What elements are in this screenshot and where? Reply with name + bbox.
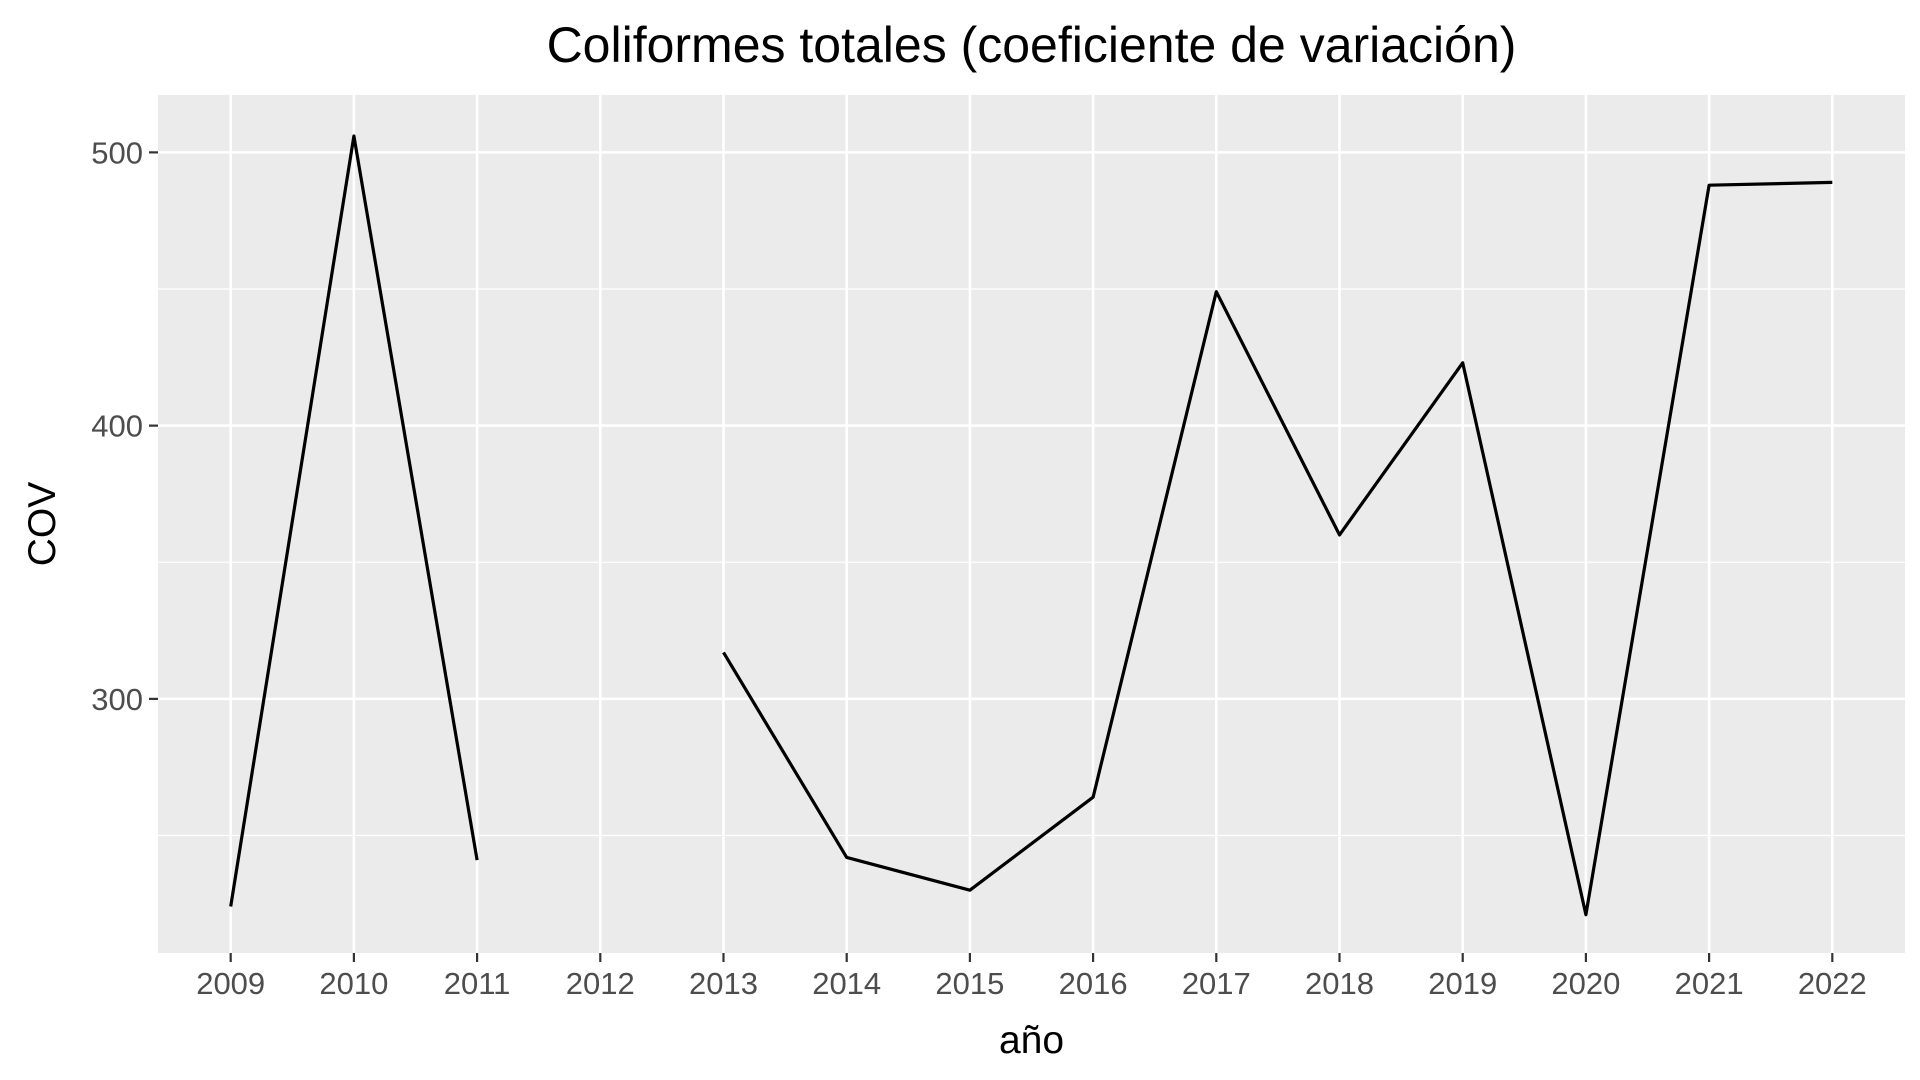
plot-panel [158, 95, 1905, 953]
x-tick-label: 2020 [1551, 966, 1620, 1001]
x-axis: 2009 2010 2011 2012 2013 2014 2015 2016 2017 2018… [196, 953, 1867, 1001]
x-tick-label: 2017 [1182, 966, 1251, 1001]
x-tick-label: 2010 [319, 966, 388, 1001]
x-axis-title: año [999, 1019, 1064, 1062]
y-tick-label: 400 [91, 409, 143, 444]
series-layer [229, 134, 1833, 917]
x-tick-label: 2015 [935, 966, 1004, 1001]
x-tick-label: 2021 [1675, 966, 1744, 1001]
x-tick-label: 2009 [196, 966, 265, 1001]
y-axis-title: COV [21, 482, 64, 567]
series-line [229, 134, 479, 907]
y-axis: 300 400 500 [91, 135, 158, 717]
x-tick-label: 2016 [1059, 966, 1128, 1001]
x-tick-label: 2022 [1798, 966, 1867, 1001]
x-tick-label: 2019 [1428, 966, 1497, 1001]
minor-gridlines [158, 288, 1905, 837]
x-tick-label: 2011 [444, 966, 511, 1001]
major-gridlines [158, 95, 1905, 953]
series-line [722, 180, 1833, 917]
x-tick-label: 2014 [812, 966, 881, 1001]
x-tick-label: 2012 [566, 966, 635, 1001]
y-tick-label: 500 [91, 135, 143, 170]
x-tick-label: 2013 [689, 966, 758, 1001]
x-tick-label: 2018 [1305, 966, 1374, 1001]
y-tick-label: 300 [91, 682, 143, 717]
chart-title: Coliformes totales (coeficiente de varia… [547, 17, 1517, 73]
